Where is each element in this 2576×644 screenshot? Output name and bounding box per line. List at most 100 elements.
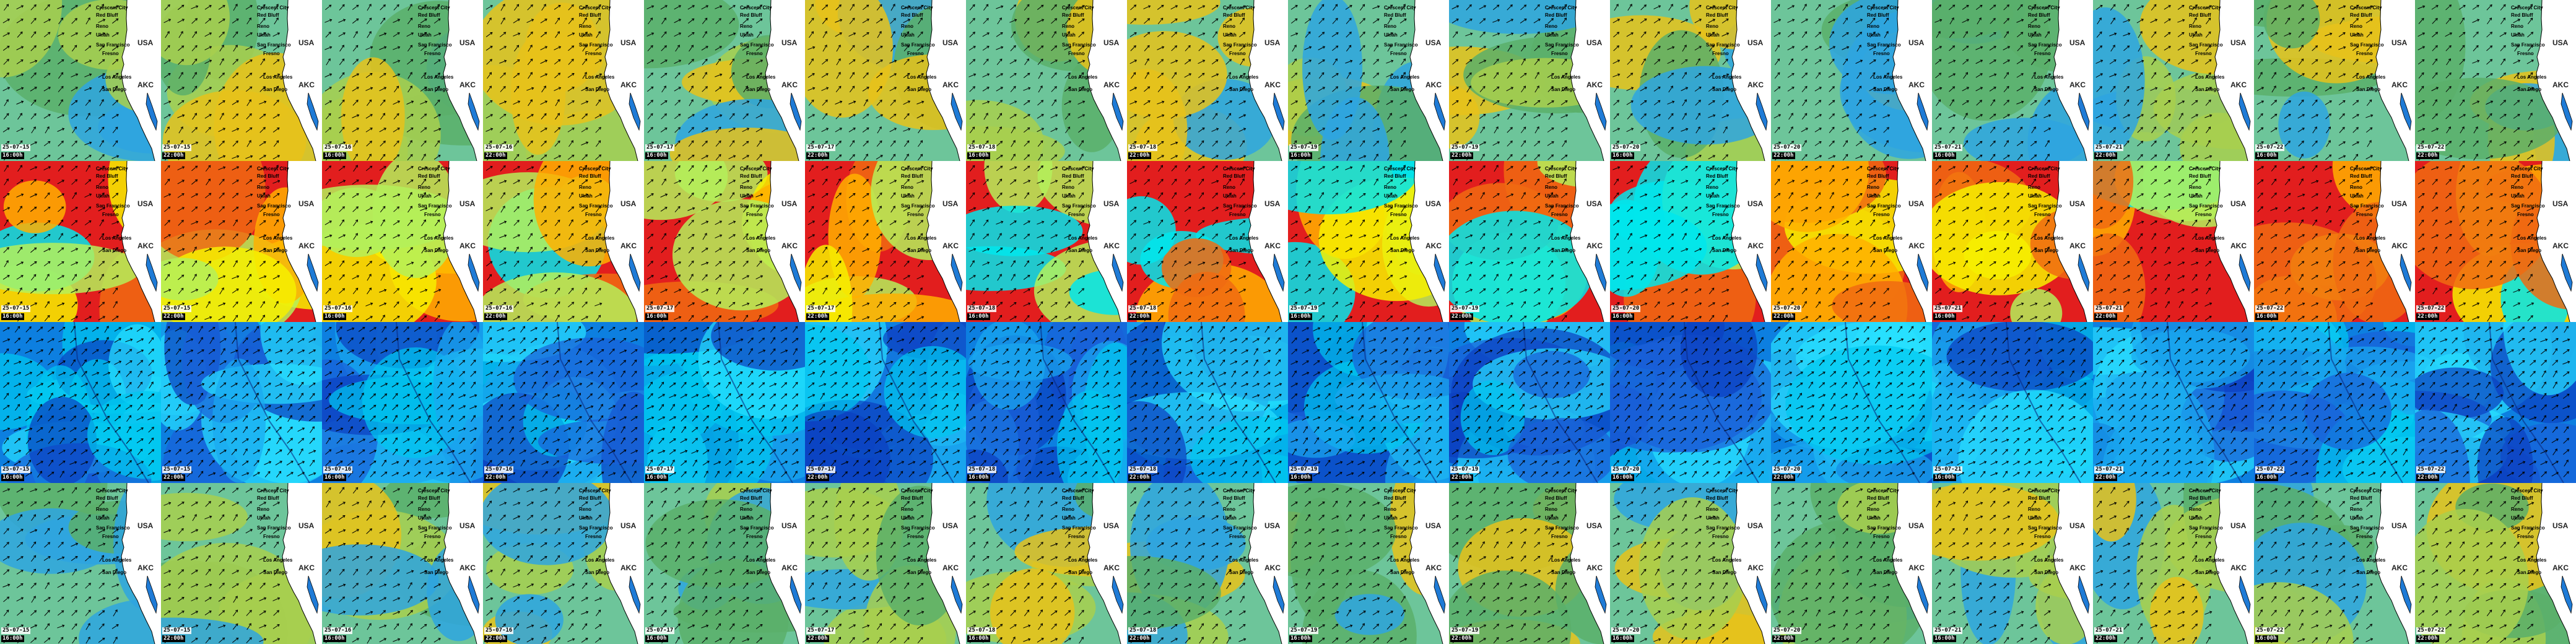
direction-arrow [1373,72,1380,79]
city-label: Los Angeles [1390,235,1419,241]
direction-arrow [380,59,386,65]
forecast-tile[interactable]: Crescent City Red Bluff Reno Ukiah San Franc… [1932,0,2093,161]
direction-arrow [1949,126,1955,133]
forecast-tile[interactable]: Crescent City Red Bluff Reno Ukiah San Franc… [483,161,644,322]
direction-arrow [1465,32,1473,37]
forecast-tile[interactable]: Crescent City Red Bluff Reno Ukiah San Franc… [322,0,483,161]
direction-arrow [2165,154,2170,161]
direction-arrow [164,85,170,92]
direction-arrow [1949,4,1956,11]
direction-arrow [835,113,842,120]
direction-arrow [85,4,91,11]
direction-arrow [1211,5,1219,10]
direction-arrow [57,261,64,266]
brand-logo: AKC [1586,242,1603,250]
forecast-tile[interactable]: 25-07-15 16:00h [0,322,161,483]
direction-arrow [1305,127,1312,133]
direction-arrow [863,274,869,281]
forecast-tile[interactable]: 25-07-16 22:00h [483,322,644,483]
frame-date: 25-07-21 [1933,305,1963,312]
frame-time: 22:00h [162,152,185,159]
direction-arrow [982,32,990,37]
direction-arrow [1534,126,1539,134]
forecast-tile[interactable]: Crescent City Red Bluff Reno Ukiah San Franc… [161,161,322,322]
forecast-tile[interactable]: Crescent City Red Bluff Reno Ukiah San Franc… [805,161,966,322]
frame-date: 25-07-15 [1,466,31,473]
brand-logo: AKC [137,242,154,250]
direction-arrow [701,248,708,253]
forecast-tile[interactable]: Crescent City Red Bluff Reno Ukiah San Franc… [2093,0,2254,161]
direction-arrow [581,193,589,198]
city-label: Fresno [907,212,924,217]
forecast-tile[interactable]: Crescent City Red Bluff Reno Ukiah San Franc… [1932,161,2093,322]
forecast-tile[interactable]: Crescent City Red Bluff Reno Ukiah San Franc… [483,0,644,161]
lake [1112,253,1124,292]
forecast-tile[interactable]: Crescent City Red Bluff Reno Ukiah San Franc… [1449,161,1610,322]
direction-arrow [2151,154,2157,160]
direction-arrow [1038,85,1043,93]
direction-arrow [660,100,668,105]
forecast-tile[interactable]: Crescent City Red Bluff Reno Ukiah San Franc… [1771,0,1932,161]
forecast-tile[interactable]: Crescent City Red Bluff Reno Ukiah San Franc… [1610,161,1771,322]
forecast-tile[interactable]: Crescent City Red Bluff Reno Ukiah San Franc… [2415,161,2576,322]
direction-arrow [85,127,92,133]
direction-arrow [1466,85,1471,93]
forecast-tile[interactable]: Crescent City Red Bluff Reno Ukiah San Franc… [2254,161,2415,322]
city-label: San Diego [2195,248,2219,253]
direction-arrow [1723,140,1728,147]
direction-arrow [1333,4,1338,11]
direction-arrow [1171,45,1178,51]
forecast-tile[interactable]: Crescent City Red Bluff Reno Ukiah San Franc… [644,161,805,322]
direction-arrow [2256,87,2265,92]
direction-arrow [661,261,668,267]
lake [307,253,319,292]
forecast-tile[interactable]: Crescent City Red Bluff Reno Ukiah San Franc… [644,0,805,161]
forecast-tile[interactable]: Crescent City Red Bluff Reno Ukiah San Franc… [1127,161,1288,322]
forecast-tile[interactable]: Crescent City Red Bluff Reno Ukiah San Franc… [2415,0,2576,161]
direction-arrow [2,193,10,198]
forecast-tile[interactable]: Crescent City Red Bluff Reno Ukiah San Franc… [2093,161,2254,322]
direction-arrow [57,275,64,280]
direction-arrow [98,207,106,212]
direction-arrow [862,207,870,212]
direction-arrow [2017,154,2023,160]
direction-arrow [3,247,9,253]
forecast-tile[interactable]: Crescent City Red Bluff Reno Ukiah San Franc… [1127,0,1288,161]
direction-arrow [421,192,426,199]
forecast-tile[interactable]: Crescent City Red Bluff Reno Ukiah San Franc… [0,161,161,322]
city-label: Ukiah [1706,193,1720,199]
direction-arrow [2486,155,2494,159]
direction-arrow [178,261,185,267]
direction-arrow [164,4,170,11]
forecast-tile[interactable]: Crescent City Red Bluff Reno Ukiah San Franc… [805,0,966,161]
direction-arrow [540,302,548,307]
direction-arrow [2205,99,2211,106]
direction-arrow [163,100,172,105]
city-label: Reno [2350,24,2362,29]
forecast-tile[interactable]: Crescent City Red Bluff Reno Ukiah San Franc… [1771,161,1932,322]
direction-arrow [514,140,520,147]
forecast-tile[interactable]: 25-07-15 22:00h [161,322,322,483]
direction-arrow [112,140,118,147]
direction-arrow [1506,32,1514,37]
direction-arrow [1037,114,1044,119]
forecast-tile[interactable]: 25-07-16 16:00h [322,322,483,483]
forecast-tile[interactable]: Crescent City Red Bluff Reno Ukiah San Franc… [161,0,322,161]
forecast-tile[interactable]: Crescent City Red Bluff Reno Ukiah San Franc… [966,161,1127,322]
forecast-tile[interactable]: Crescent City Red Bluff Reno Ukiah San Franc… [0,0,161,161]
direction-arrow [836,45,841,52]
forecast-tile[interactable]: Crescent City Red Bluff Reno Ukiah San Franc… [966,0,1127,161]
direction-arrow [1185,127,1191,133]
forecast-tile[interactable]: Crescent City Red Bluff Reno Ukiah San Franc… [1610,0,1771,161]
forecast-tile[interactable]: Crescent City Red Bluff Reno Ukiah San Franc… [322,161,483,322]
forecast-tile[interactable]: Crescent City Red Bluff Reno Ukiah San Franc… [2254,0,2415,161]
forecast-tile[interactable]: Crescent City Red Bluff Reno Ukiah San Franc… [1288,161,1449,322]
direction-arrow [2123,32,2131,37]
forecast-tile[interactable]: Crescent City Red Bluff Reno Ukiah San Franc… [1449,0,1610,161]
direction-arrow [2257,113,2263,120]
forecast-tile[interactable]: Crescent City Red Bluff Reno Ukiah San Franc… [1288,0,1449,161]
direction-arrow [1009,59,1017,64]
direction-arrow [112,247,119,253]
direction-arrow [433,289,442,293]
direction-arrow [1975,154,1983,160]
